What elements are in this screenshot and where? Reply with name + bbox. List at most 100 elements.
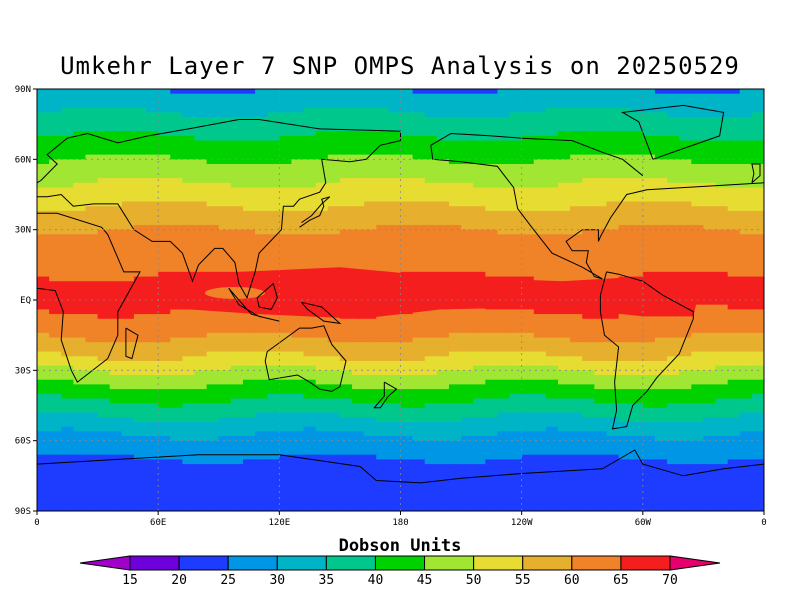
contour-cell (436, 220, 450, 226)
contour-cell (194, 135, 208, 142)
contour-cell (37, 295, 50, 301)
contour-cell (291, 121, 305, 128)
contour-cell (242, 187, 256, 193)
contour-cell (388, 206, 402, 212)
contour-cell (436, 454, 450, 461)
contour-cell (85, 435, 99, 442)
contour-cell (182, 131, 196, 137)
contour-cell (727, 281, 741, 287)
contour-cell (218, 360, 232, 367)
contour-cell (194, 93, 208, 99)
contour-cell (109, 229, 123, 235)
contour-cell (291, 154, 305, 160)
contour-cell (424, 89, 438, 95)
contour-cell (218, 384, 232, 390)
contour-cell (497, 159, 511, 165)
contour-cell (618, 159, 632, 165)
contour-cell (364, 440, 377, 446)
contour-cell (727, 459, 741, 465)
contour-cell (49, 93, 62, 99)
contour-cell (267, 154, 280, 160)
contour-cell (158, 454, 171, 461)
contour-cell (315, 210, 329, 217)
contour-cell (727, 323, 741, 329)
contour-cell (339, 360, 353, 367)
contour-cell (400, 182, 414, 189)
contour-cell (182, 201, 196, 207)
contour-cell (727, 332, 741, 339)
contour-cell (230, 351, 244, 357)
contour-cell (61, 164, 74, 170)
contour-cell (642, 346, 656, 353)
contour-cell (255, 173, 268, 179)
contour-cell (303, 121, 317, 128)
contour-cell (182, 149, 196, 156)
contour-cell (436, 360, 450, 367)
contour-cell (49, 239, 62, 245)
contour-cell (339, 417, 353, 423)
contour-cell (73, 262, 87, 268)
contour-cell (133, 126, 147, 132)
contour-cell (461, 375, 474, 381)
contour-cell (400, 379, 414, 385)
contour-cell (327, 154, 341, 160)
contour-cell (521, 149, 535, 156)
contour-cell (739, 234, 753, 240)
contour-cell (545, 248, 559, 254)
contour-cell (739, 290, 753, 296)
contour-cell (654, 271, 668, 278)
contour-cell (533, 117, 547, 123)
contour-cell (691, 384, 705, 390)
contour-cell (642, 192, 656, 198)
contour-cell (352, 192, 365, 198)
contour-cell (448, 384, 462, 390)
contour-cell (703, 379, 717, 385)
contour-cell (121, 407, 135, 414)
contour-cell (315, 328, 329, 334)
contour-cell (352, 426, 365, 432)
contour-cell (448, 126, 462, 132)
contour-cell (242, 356, 256, 362)
contour-cell (255, 323, 268, 329)
contour-cell (630, 468, 644, 475)
contour-cell (703, 201, 717, 207)
contour-cell (315, 351, 329, 357)
contour-cell (121, 164, 135, 170)
contour-cell (61, 267, 74, 273)
contour-cell (339, 337, 353, 343)
contour-cell (509, 450, 523, 456)
contour-cell (61, 159, 74, 165)
contour-cell (739, 173, 753, 179)
contour-cell (594, 168, 608, 174)
contour-cell (230, 112, 244, 118)
contour-cell (146, 234, 159, 240)
contour-cell (570, 154, 583, 160)
contour-cell (461, 121, 474, 128)
contour-cell (606, 375, 620, 381)
contour-cell (97, 159, 111, 165)
contour-cell (400, 220, 414, 226)
contour-cell (448, 421, 462, 428)
contour-cell (630, 271, 644, 278)
contour-cell (352, 356, 365, 362)
contour-cell (461, 384, 474, 390)
contour-cell (739, 440, 753, 446)
contour-cell (630, 234, 644, 240)
contour-cell (206, 389, 220, 395)
contour-cell (97, 178, 111, 184)
contour-cell (146, 215, 159, 221)
contour-cell (618, 149, 632, 156)
contour-cell (715, 393, 729, 400)
contour-cell (158, 117, 171, 123)
contour-cell (206, 117, 220, 123)
contour-cell (448, 337, 462, 343)
contour-cell (73, 253, 87, 259)
contour-cell (461, 314, 474, 320)
contour-cell (533, 192, 547, 198)
contour-cell (315, 140, 329, 146)
contour-cell (158, 360, 171, 367)
contour-cell (73, 140, 87, 146)
contour-cell (291, 229, 305, 235)
contour-cell (388, 356, 402, 362)
contour-cell (703, 234, 717, 240)
